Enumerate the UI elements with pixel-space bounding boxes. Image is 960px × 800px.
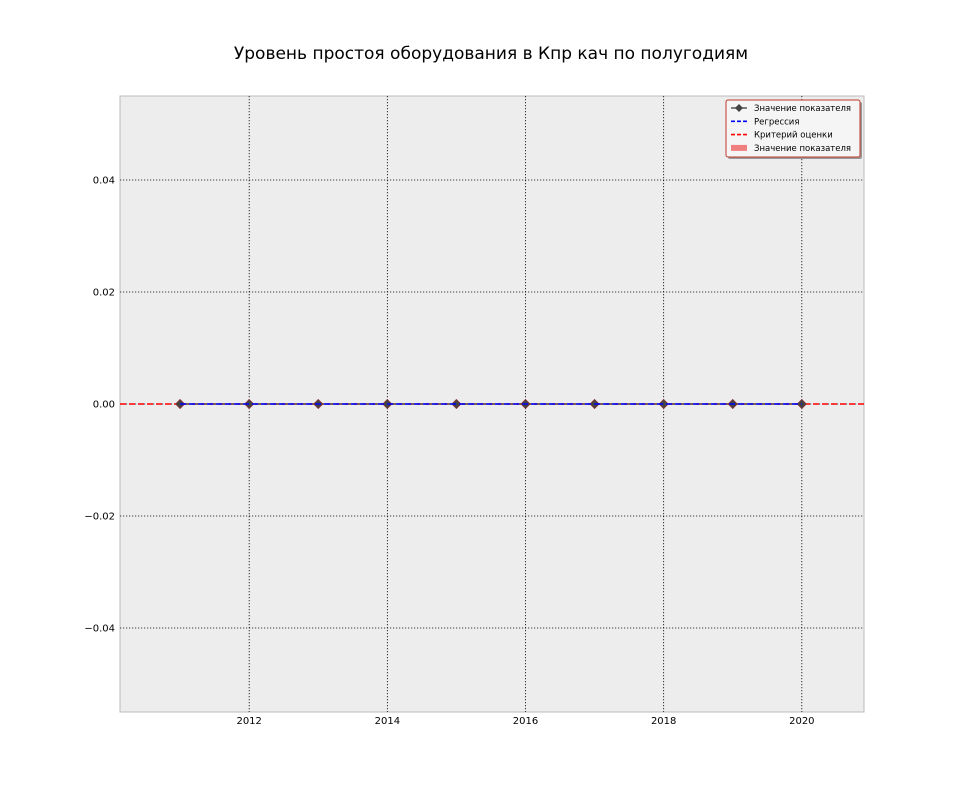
y-axis: −0.04 −0.02 0.00 0.02 0.04 bbox=[84, 176, 115, 635]
data-point-marker bbox=[658, 398, 669, 410]
x-tick-label: 2012 bbox=[236, 716, 261, 727]
x-tick-label: 2018 bbox=[651, 716, 676, 727]
series-layer bbox=[120, 398, 864, 410]
legend-label: Критерий оценки bbox=[754, 131, 833, 141]
legend-box bbox=[725, 99, 861, 158]
chart-title: Уровень простоя оборудования в Кпр кач п… bbox=[234, 44, 748, 64]
x-axis: 2012 2014 2016 2018 2020 bbox=[236, 716, 814, 727]
legend-swatch-band bbox=[731, 144, 747, 151]
legend: Значение показателя Регрессия Критерий оце… bbox=[725, 99, 862, 159]
y-tick-label: −0.04 bbox=[84, 624, 115, 635]
data-point-marker bbox=[451, 398, 462, 410]
legend-label: Значение показателя bbox=[754, 144, 851, 154]
legend-swatch-marker bbox=[735, 104, 743, 112]
y-tick-label: 0.02 bbox=[93, 288, 115, 299]
y-tick-label: 0.04 bbox=[93, 176, 115, 187]
legend-label: Значение показателя bbox=[754, 104, 851, 114]
x-tick-label: 2014 bbox=[375, 716, 400, 727]
data-point-marker bbox=[244, 398, 255, 410]
y-tick-label: 0.00 bbox=[93, 400, 115, 411]
x-tick-label: 2020 bbox=[789, 716, 814, 727]
legend-label: Регрессия bbox=[754, 117, 799, 127]
x-tick-label: 2016 bbox=[513, 716, 538, 727]
y-tick-label: −0.02 bbox=[84, 512, 115, 523]
grid bbox=[120, 96, 864, 712]
data-point-marker bbox=[175, 398, 186, 410]
